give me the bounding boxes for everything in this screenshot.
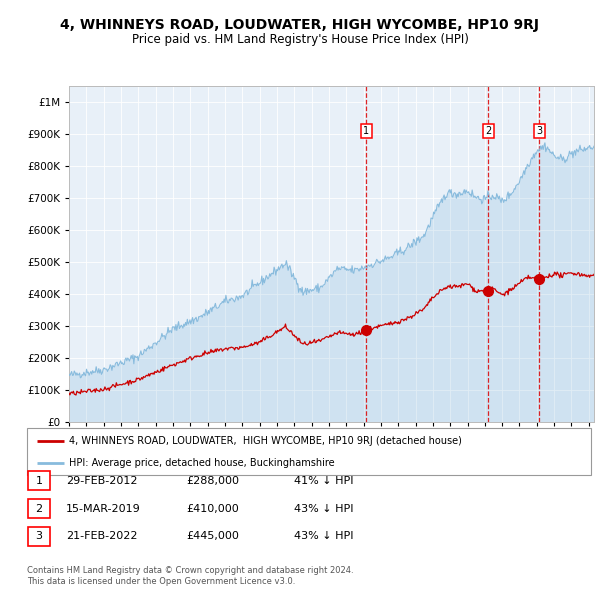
Text: 21-FEB-2022: 21-FEB-2022 [66,532,137,541]
Text: 41% ↓ HPI: 41% ↓ HPI [294,476,353,486]
Text: Contains HM Land Registry data © Crown copyright and database right 2024.: Contains HM Land Registry data © Crown c… [27,566,353,575]
Text: 3: 3 [35,532,43,541]
Text: £445,000: £445,000 [186,532,239,541]
Text: 2: 2 [485,126,491,136]
Text: Price paid vs. HM Land Registry's House Price Index (HPI): Price paid vs. HM Land Registry's House … [131,33,469,46]
Text: £288,000: £288,000 [186,476,239,486]
Text: £410,000: £410,000 [186,504,239,513]
Text: 43% ↓ HPI: 43% ↓ HPI [294,532,353,541]
Text: 15-MAR-2019: 15-MAR-2019 [66,504,141,513]
Text: 29-FEB-2012: 29-FEB-2012 [66,476,137,486]
Text: HPI: Average price, detached house, Buckinghamshire: HPI: Average price, detached house, Buck… [70,458,335,468]
FancyBboxPatch shape [28,499,50,518]
Text: 3: 3 [536,126,542,136]
FancyBboxPatch shape [27,428,591,475]
Text: This data is licensed under the Open Government Licence v3.0.: This data is licensed under the Open Gov… [27,576,295,586]
FancyBboxPatch shape [28,527,50,546]
Text: 43% ↓ HPI: 43% ↓ HPI [294,504,353,513]
Text: 4, WHINNEYS ROAD, LOUDWATER, HIGH WYCOMBE, HP10 9RJ: 4, WHINNEYS ROAD, LOUDWATER, HIGH WYCOMB… [61,18,539,32]
FancyBboxPatch shape [28,471,50,490]
Text: 4, WHINNEYS ROAD, LOUDWATER,  HIGH WYCOMBE, HP10 9RJ (detached house): 4, WHINNEYS ROAD, LOUDWATER, HIGH WYCOMB… [70,436,462,446]
Text: 2: 2 [35,504,43,513]
Text: 1: 1 [35,476,43,486]
Text: 1: 1 [363,126,370,136]
